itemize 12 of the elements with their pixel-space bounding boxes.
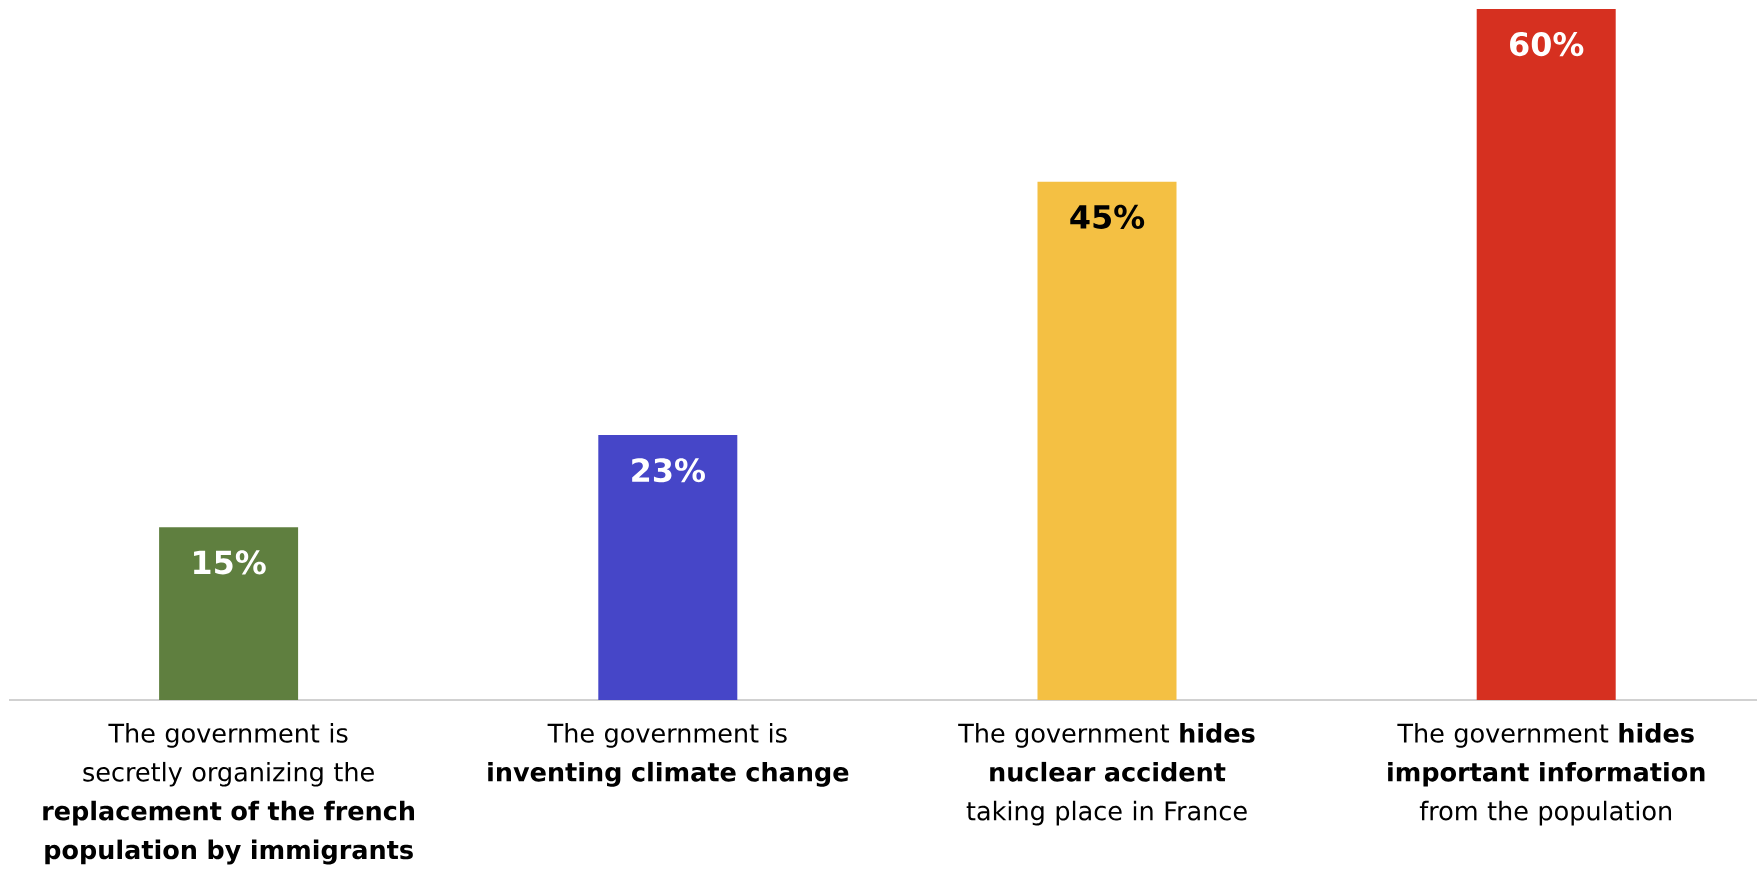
data-label: 45%	[1070, 204, 1145, 229]
bar	[159, 527, 299, 700]
bar	[1476, 9, 1616, 700]
bar	[598, 435, 738, 700]
data-label: 60%	[1510, 32, 1584, 57]
bar	[1037, 181, 1177, 700]
x-tick-label: The government hides important information from the population	[1388, 723, 1705, 826]
x-tick-label: The government is inventing climate change	[488, 723, 849, 787]
data-label: 23%	[632, 458, 705, 483]
x-tick-label: The government hides nuclear accident taking place in France	[958, 723, 1255, 826]
x-tick-label: The government is secretly organizing the replacement of the french population by immigrants	[43, 723, 415, 865]
data-label: 15%	[194, 550, 266, 575]
